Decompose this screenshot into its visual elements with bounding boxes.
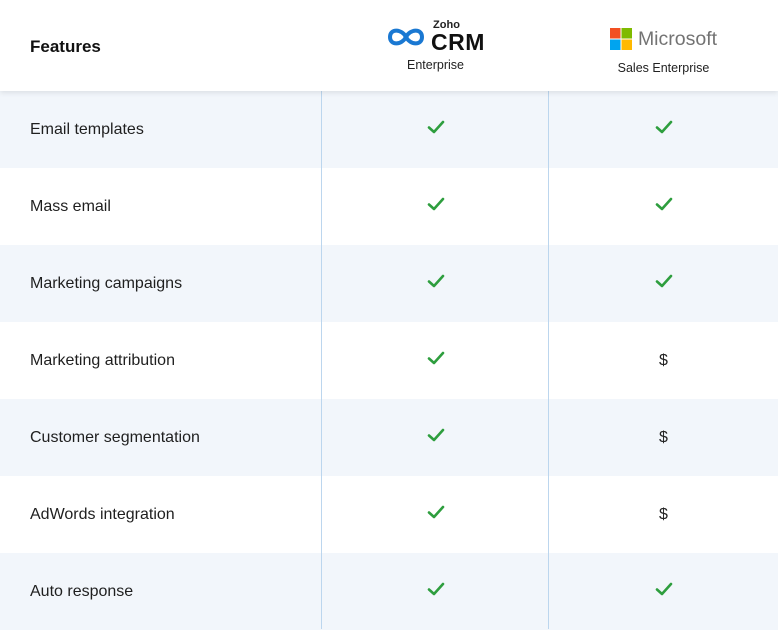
table-row: Auto response — [0, 553, 778, 630]
zoho-brand-crm: CRM — [431, 29, 485, 55]
microsoft-edition-label: Sales Enterprise — [617, 61, 710, 75]
table-row: Marketing campaigns — [0, 245, 778, 322]
table-row: Email templates — [0, 91, 778, 168]
check-icon — [655, 197, 673, 216]
check-icon — [655, 120, 673, 139]
feature-label: Auto response — [30, 582, 134, 600]
microsoft-cell — [549, 168, 778, 245]
feature-label: Email templates — [30, 120, 144, 138]
check-icon — [427, 351, 445, 370]
features-column-title: Features — [30, 37, 101, 56]
table-row: Marketing attribution $ — [0, 322, 778, 399]
check-icon — [427, 505, 445, 524]
check-icon — [427, 197, 445, 216]
zoho-infinity-icon — [388, 28, 425, 46]
feature-label: AdWords integration — [30, 505, 175, 523]
feature-label: Marketing campaigns — [30, 274, 183, 292]
table-row: Mass email — [0, 168, 778, 245]
column-divider-right — [548, 91, 549, 629]
check-icon — [427, 428, 445, 447]
zoho-cell — [322, 476, 549, 553]
microsoft-cell: $ — [549, 399, 778, 476]
feature-label: Mass email — [30, 197, 111, 215]
microsoft-cell — [549, 553, 778, 630]
zoho-cell — [322, 168, 549, 245]
microsoft-brand-name: Microsoft — [637, 27, 718, 50]
zoho-cell — [322, 399, 549, 476]
microsoft-cell: $ — [549, 322, 778, 399]
check-icon — [427, 582, 445, 601]
zoho-cell — [322, 553, 549, 630]
table-row: AdWords integration $ — [0, 476, 778, 553]
zoho-cell — [322, 91, 549, 168]
zoho-cell — [322, 245, 549, 322]
check-icon — [427, 274, 445, 293]
zoho-edition-label: Enterprise — [407, 58, 464, 72]
zoho-cell — [322, 322, 549, 399]
check-icon — [655, 274, 673, 293]
check-icon — [655, 582, 673, 601]
table-row: Customer segmentation $ — [0, 399, 778, 476]
paid-addon-symbol: $ — [659, 505, 668, 523]
paid-addon-symbol: $ — [659, 351, 668, 369]
microsoft-cell — [549, 91, 778, 168]
paid-addon-symbol: $ — [659, 428, 668, 446]
microsoft-cell: $ — [549, 476, 778, 553]
table-header: Features Zoho CRM Enterprise — [0, 0, 778, 91]
zoho-brand-small: Zoho — [433, 19, 460, 31]
check-icon — [427, 120, 445, 139]
column-divider-left — [321, 91, 322, 629]
microsoft-windows-icon — [609, 28, 632, 50]
zoho-crm-logo: Zoho CRM — [386, 20, 485, 54]
feature-label: Marketing attribution — [30, 351, 175, 369]
microsoft-logo: Microsoft — [609, 27, 718, 51]
microsoft-cell — [549, 245, 778, 322]
feature-label: Customer segmentation — [30, 428, 200, 446]
zoho-column-header: Zoho CRM Enterprise — [322, 0, 549, 91]
microsoft-column-header: Microsoft Sales Enterprise — [549, 0, 778, 91]
